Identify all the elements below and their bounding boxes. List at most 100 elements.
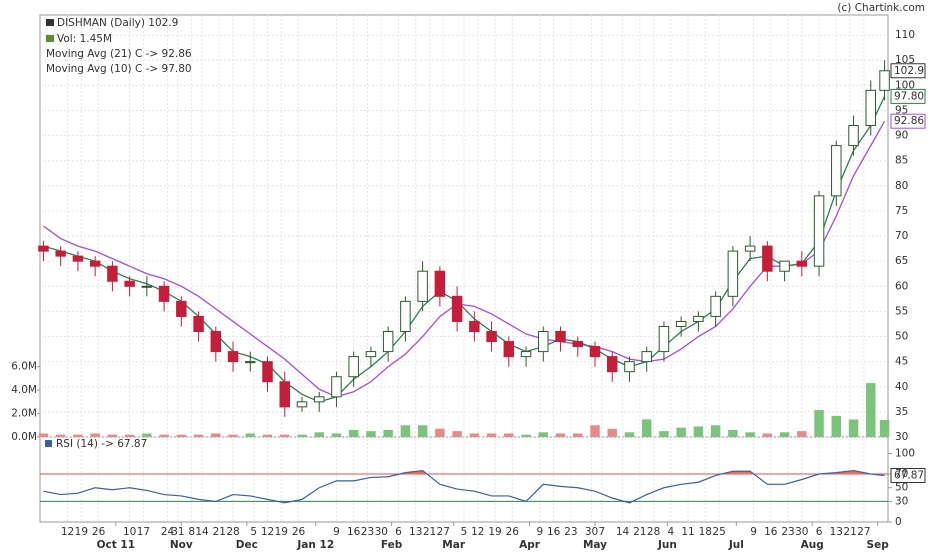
volume-bar [107,434,118,437]
volume-bar [486,433,497,437]
x-tick-label: 27 [857,526,870,538]
x-tick-label: 9 [750,526,757,538]
x-tick-label: 14 [195,526,209,538]
candle-body [675,320,687,327]
legend-volume: Vol: 1.45M [57,33,112,45]
x-tick-label: 21 [423,526,436,538]
candle-body [865,89,877,127]
candle-body [624,361,635,373]
volume-bar [641,419,652,437]
volume-bar [245,433,256,437]
volume-bar [659,431,669,437]
volume-tick-label: 4.0M [11,384,37,396]
ma-line [43,120,886,398]
x-tick-label: 21 [633,526,646,538]
volume-bar [797,431,807,437]
volume-bar [762,433,773,437]
y-tick-label: 105 [895,54,915,66]
candle-body [520,351,532,358]
legend-icon [46,35,54,42]
candle-body [831,145,842,197]
y-tick-label: 85 [895,155,908,167]
x-tick-label: 30 [795,526,808,538]
y-tick-label: 30 [895,431,908,443]
volume-bar [624,432,635,437]
volume-tick-label: 2.0M [11,408,37,420]
volume-bar [435,428,445,437]
x-month-label: Jan 12 [296,539,334,551]
y-tick-label: 65 [895,255,908,267]
x-tick-label: 12 [61,526,74,538]
volume-bar [417,425,428,437]
candle-body [348,356,359,378]
candle-body [210,331,222,353]
x-tick-label: 13 [830,526,843,538]
volume-bar [383,429,393,437]
x-tick-label: 14 [616,526,630,538]
volume-bar [73,434,83,437]
candle-body [469,320,480,333]
candle-body [107,265,118,282]
y-tick-label: 90 [895,130,908,142]
ma-tag-box [890,113,926,129]
legend-icon [46,19,54,26]
candle-body [331,376,342,398]
candle-body [572,341,583,348]
volume-bar [400,425,411,437]
x-tick-label: 5 [461,526,468,538]
candle-body [417,270,428,302]
ma-tag: 97.80 [894,90,924,102]
volume-bar [538,432,549,437]
candle-body [141,285,153,288]
volume-bar [573,433,583,437]
x-tick-label: 12 [471,526,484,538]
volume-bar [866,383,876,437]
rsi-tick-label: 0 [895,516,902,528]
rsi-tag-box [890,467,926,483]
x-month-label: Apr [519,539,541,551]
candle-body [796,260,808,267]
legend-ma21: Moving Avg (21) C -> 92.86 [46,48,192,60]
x-month-label: Jun [657,539,677,551]
candle-body [38,245,49,252]
x-tick-label: 26 [92,526,106,538]
x-tick-label: 16 [547,526,561,538]
volume-bar [607,428,617,437]
y-tick-label: 40 [895,381,908,393]
close-tag: 102.9 [894,65,924,77]
x-month-label: Aug [801,539,824,551]
candle-body [848,125,859,147]
candle-body [658,325,670,353]
x-tick-label: 11 [681,526,694,538]
candle-body [727,250,739,297]
y-tick-label: 95 [895,104,908,116]
candle-body [227,351,239,363]
x-month-label: May [583,539,607,551]
x-tick-label: 6 [816,526,823,538]
ma-tag: 92.86 [894,115,924,127]
marks: 102.9 92.86 97.80 67.87 [38,60,926,504]
x-tick-label: 26 [292,526,306,538]
x-tick-label: 21 [213,526,226,538]
x-tick-label: 25 [712,526,725,538]
candle-body [641,351,652,363]
volume-bar [848,419,859,437]
legend-icon [45,440,52,447]
candle-body [693,315,704,322]
candle-body [245,361,256,364]
candle-body [779,260,790,272]
volume-bar [590,425,600,437]
candle-body [89,260,101,267]
volume-bar [521,434,531,437]
x-tick-label: 30 [585,526,598,538]
y-tick-label: 70 [895,230,908,242]
volume-bar [280,434,290,437]
candle-body [72,255,84,262]
x-tick-label: 30 [375,526,388,538]
y-tick-label: 45 [895,356,908,368]
x-tick-label: 19 [275,526,288,538]
x-tick-label: 28 [226,526,239,538]
candle-body [279,381,290,408]
volume-bar [710,425,721,437]
